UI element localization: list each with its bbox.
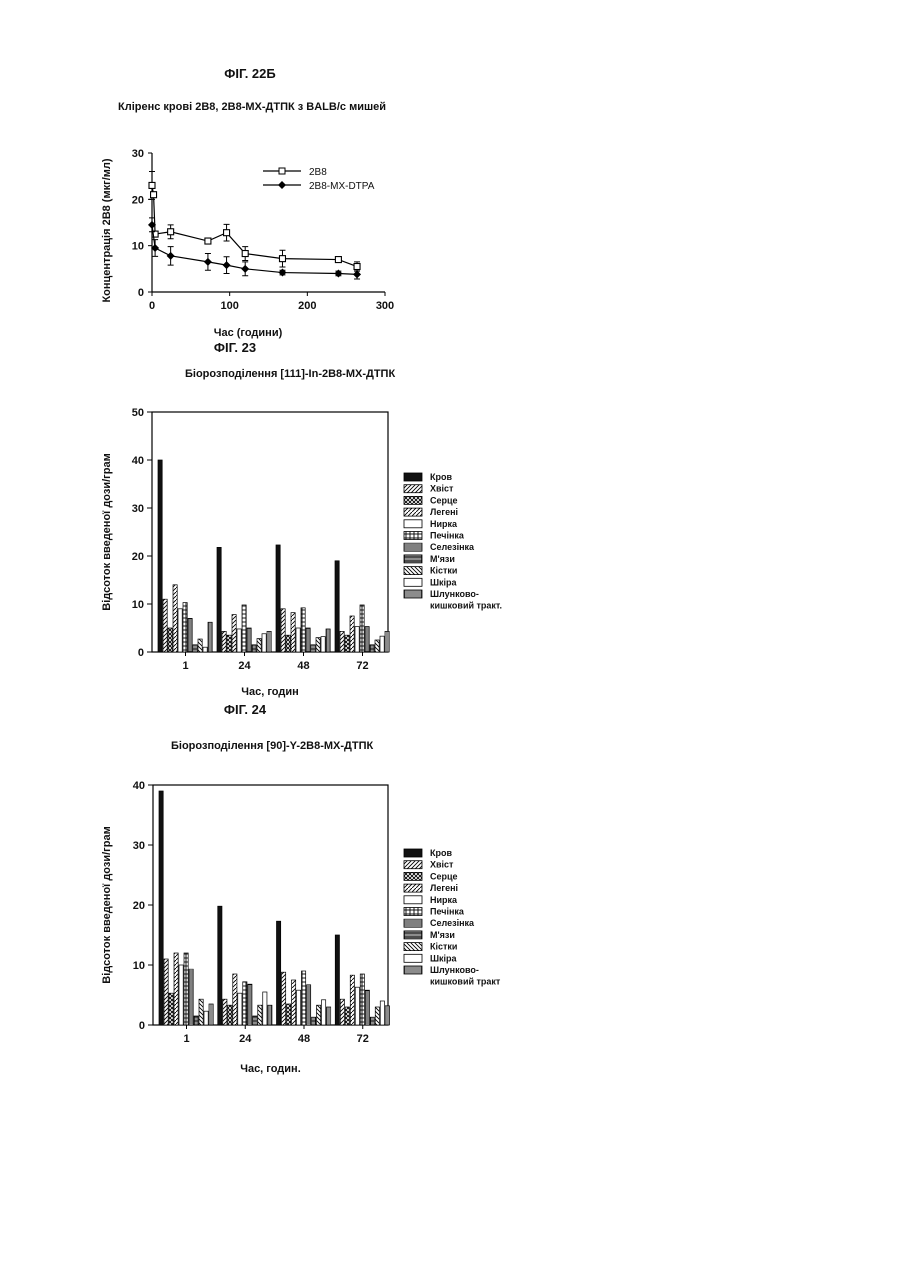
c3-bar-3-4 — [355, 987, 359, 1025]
c3-bar-0-5 — [184, 953, 188, 1025]
c3-legend-label-2: Серце — [430, 871, 458, 881]
c3-legend-label-7: М'язи — [430, 930, 455, 940]
c3-bar-1-4 — [238, 993, 242, 1025]
c3-legend-swatch-6 — [404, 919, 422, 927]
c3-bar-1-8 — [258, 1005, 262, 1025]
c3-bar-1-0 — [218, 906, 222, 1025]
c3-bar-2-1 — [282, 972, 286, 1025]
c3-bar-1-10 — [268, 1005, 272, 1025]
c3-bar-0-8 — [199, 999, 203, 1025]
c3-bar-0-2 — [169, 993, 173, 1025]
c3-y-tick-label: 0 — [139, 1020, 145, 1032]
c3-y-tick-label: 20 — [133, 900, 145, 912]
c3-y-axis-label: Відсоток введеної дози/грам — [101, 826, 113, 983]
c3-x-tick-label: 24 — [239, 1033, 252, 1045]
c3-x-axis-label: Час, годин. — [240, 1063, 301, 1075]
c3-bar-1-6 — [248, 984, 252, 1025]
c3-bar-1-5 — [243, 982, 247, 1025]
c3-legend-swatch-0 — [404, 849, 422, 857]
c3-bar-1-1 — [223, 999, 227, 1025]
c3-legend-label-5: Печінка — [430, 907, 465, 917]
c3-legend-label-1: Хвіст — [430, 860, 454, 870]
c3-legend-label-9: Шкіра — [430, 953, 458, 963]
c3-legend-label-3: Легені — [430, 883, 458, 893]
c3-legend-label-4: Нирка — [430, 895, 458, 905]
c3-legend-swatch-8 — [404, 943, 422, 951]
c3-legend-swatch-7 — [404, 931, 422, 939]
c3-legend-swatch-9 — [404, 954, 422, 962]
c3-bar-0-4 — [179, 965, 183, 1025]
c3-x-tick-label: 1 — [183, 1033, 189, 1045]
c3-bar-3-2 — [345, 1007, 349, 1025]
c3-bar-2-9 — [322, 1000, 326, 1025]
c3-legend-swatch-10 — [404, 966, 422, 974]
c3-bar-1-7 — [253, 1016, 257, 1025]
c3-legend-swatch-3 — [404, 884, 422, 892]
c3-bar-1-3 — [233, 974, 237, 1025]
c3-bar-2-5 — [302, 971, 306, 1025]
c3-bar-0-7 — [194, 1016, 198, 1025]
c3-bar-3-0 — [335, 935, 339, 1025]
c3-bar-3-7 — [370, 1017, 374, 1025]
c3-bar-2-0 — [277, 921, 281, 1025]
c3-legend-label-6: Селезінка — [430, 918, 475, 928]
c3-legend-label-8: Кістки — [430, 942, 457, 952]
c3-legend-label-0: Кров — [430, 848, 452, 858]
c3-bar-0-3 — [174, 953, 178, 1025]
c3-bar-2-4 — [297, 990, 301, 1025]
c3-bar-3-10 — [385, 1006, 389, 1025]
c3-bar-2-8 — [317, 1005, 321, 1025]
c3-y-tick-label: 40 — [133, 780, 145, 792]
c3-bar-2-7 — [312, 1017, 316, 1025]
c3-legend-swatch-4 — [404, 896, 422, 904]
c3-bar-2-2 — [287, 1004, 291, 1025]
c3-bar-0-6 — [189, 969, 193, 1025]
c3-x-tick-label: 72 — [357, 1033, 369, 1045]
c3-bar-0-1 — [164, 959, 168, 1025]
c3-legend-swatch-1 — [404, 861, 422, 869]
c3-bar-1-2 — [228, 1005, 232, 1025]
c3-bar-3-8 — [375, 1007, 379, 1025]
c3-bar-1-9 — [263, 992, 267, 1025]
c3-bar-3-9 — [380, 1001, 384, 1025]
c3-legend-swatch-5 — [404, 908, 422, 916]
c3-legend-label-10-line1: Шлунково- — [430, 965, 479, 975]
c3-legend-swatch-2 — [404, 872, 422, 880]
c3-bar-2-3 — [292, 980, 296, 1025]
c3-bar-0-10 — [209, 1004, 213, 1025]
c3-bar-3-6 — [365, 990, 369, 1025]
biodistribution-y90-bar-chart: 0 10 20 30 40 1 24 48 72 Час, годин. Відсоток введ… — [0, 0, 900, 1273]
c3-bar-3-5 — [360, 974, 364, 1025]
c3-bar-2-10 — [327, 1007, 331, 1025]
c3-bar-0-0 — [159, 791, 163, 1025]
c3-y-tick-label: 30 — [133, 840, 145, 852]
c3-bar-3-1 — [340, 999, 344, 1025]
c3-bar-3-3 — [350, 975, 354, 1025]
c3-legend-label-10-line2: кишковий тракт — [430, 977, 501, 987]
c3-legend-label-10: Шлунково-кишковий тракт — [430, 965, 501, 987]
c3-bar-0-9 — [204, 1011, 208, 1025]
c3-x-tick-label: 48 — [298, 1033, 310, 1045]
c3-y-tick-label: 10 — [133, 960, 145, 972]
c3-bar-2-6 — [307, 985, 311, 1025]
